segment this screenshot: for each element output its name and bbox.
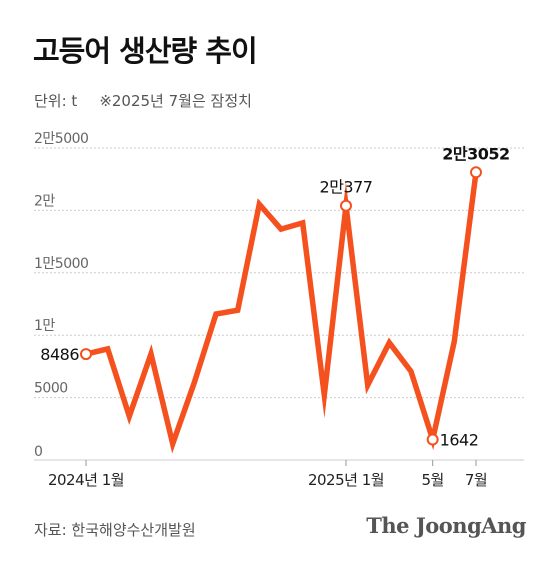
- y-tick-label: 1만5000: [34, 256, 88, 272]
- highlight-marker: [80, 348, 92, 361]
- y-tick-label: 5000: [34, 381, 68, 397]
- series-line: [85, 171, 479, 454]
- label-layer: 0 5000 1만 1만5000 2만 2만5000 2024년 1월 2025년 1월 5월 7…: [34, 131, 510, 489]
- y-tick-label: 1만: [34, 318, 55, 334]
- highlight-marker: [470, 166, 482, 179]
- data-label: 2만377: [320, 178, 373, 197]
- series-layer: [85, 171, 479, 454]
- data-label: 1642: [440, 431, 479, 450]
- x-tick-label: 5월: [421, 471, 443, 489]
- unit-label: 단위: t: [34, 92, 78, 110]
- y-tick-label: 2만: [34, 193, 55, 209]
- data-label: 2만3052: [442, 144, 509, 163]
- x-tick-label: 7월: [465, 471, 487, 489]
- grid-layer: [34, 147, 524, 466]
- chart-subtitle: 단위: t ※2025년 7월은 잠정치: [34, 90, 252, 111]
- publisher-logo: The JoongAng: [366, 513, 526, 538]
- provisional-note: ※2025년 7월은 잠정치: [99, 92, 252, 110]
- chart-title: 고등어 생산량 추이: [33, 34, 258, 68]
- x-tick-label: 2025년 1월: [308, 471, 384, 489]
- highlight-marker: [340, 199, 352, 212]
- marker-layer: [80, 166, 482, 446]
- data-label: 8486: [40, 345, 79, 364]
- y-tick-label: 0: [34, 444, 43, 460]
- y-tick-label: 2만5000: [34, 131, 88, 147]
- source-note: 자료: 한국해양수산개발원: [34, 521, 196, 539]
- x-tick-label: 2024년 1월: [48, 471, 124, 489]
- highlight-marker: [426, 433, 439, 446]
